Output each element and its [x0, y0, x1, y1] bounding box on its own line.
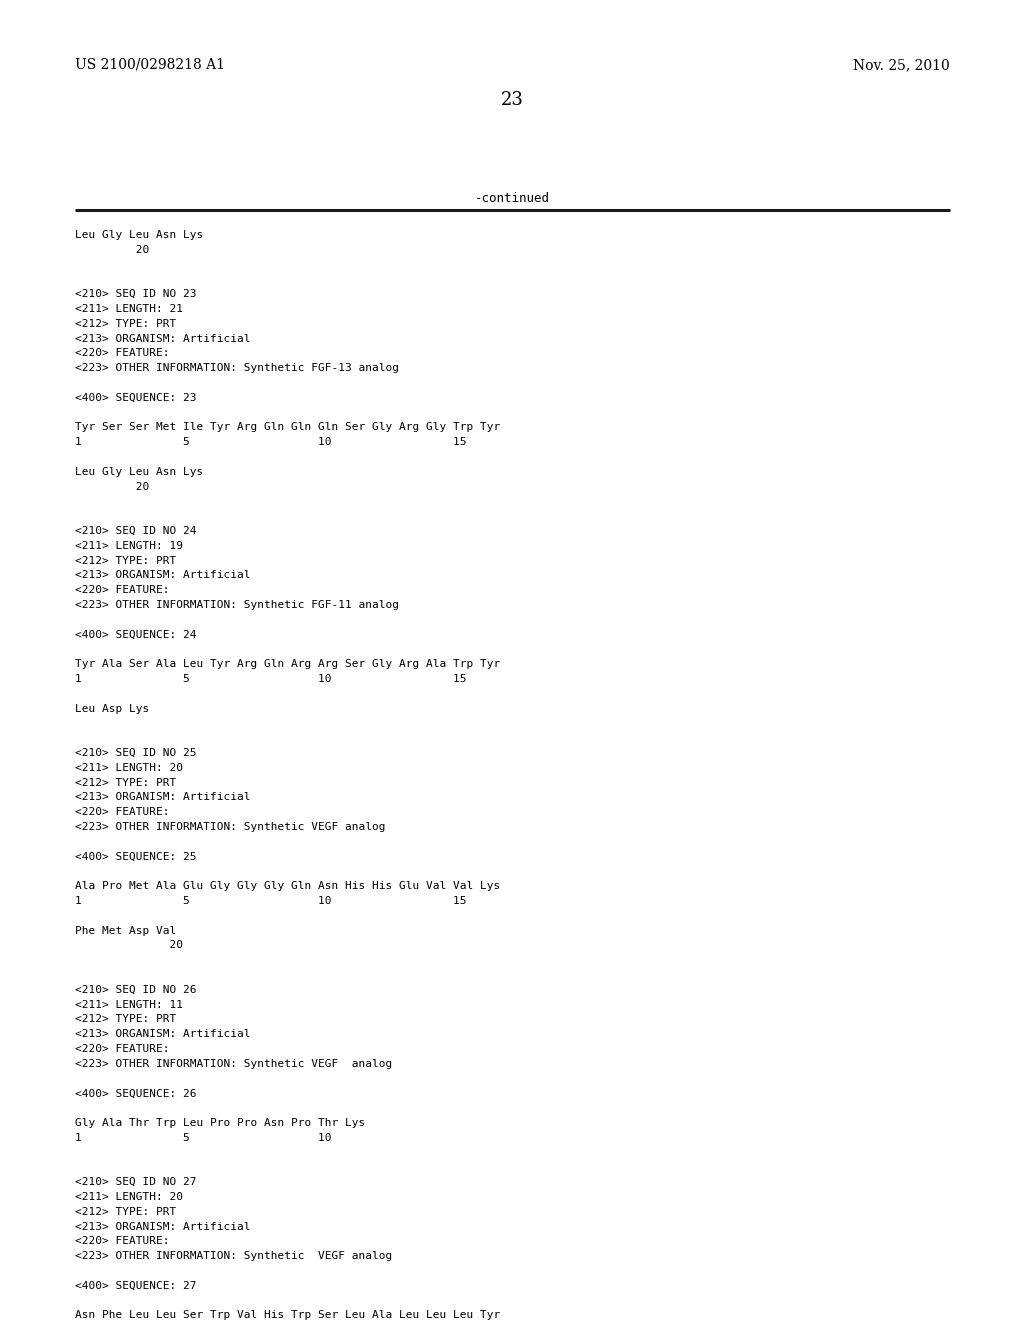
Text: 20: 20 — [75, 940, 183, 950]
Text: <223> OTHER INFORMATION: Synthetic  VEGF analog: <223> OTHER INFORMATION: Synthetic VEGF … — [75, 1251, 392, 1261]
Text: <211> LENGTH: 19: <211> LENGTH: 19 — [75, 541, 183, 550]
Text: <211> LENGTH: 21: <211> LENGTH: 21 — [75, 304, 183, 314]
Text: <223> OTHER INFORMATION: Synthetic FGF-13 analog: <223> OTHER INFORMATION: Synthetic FGF-1… — [75, 363, 399, 374]
Text: <212> TYPE: PRT: <212> TYPE: PRT — [75, 1014, 176, 1024]
Text: <400> SEQUENCE: 25: <400> SEQUENCE: 25 — [75, 851, 197, 862]
Text: <212> TYPE: PRT: <212> TYPE: PRT — [75, 1206, 176, 1217]
Text: 1               5                   10: 1 5 10 — [75, 1133, 332, 1143]
Text: <223> OTHER INFORMATION: Synthetic FGF-11 analog: <223> OTHER INFORMATION: Synthetic FGF-1… — [75, 601, 399, 610]
Text: Tyr Ser Ser Met Ile Tyr Arg Gln Gln Gln Ser Gly Arg Gly Trp Tyr: Tyr Ser Ser Met Ile Tyr Arg Gln Gln Gln … — [75, 422, 501, 433]
Text: <213> ORGANISM: Artificial: <213> ORGANISM: Artificial — [75, 570, 251, 581]
Text: <211> LENGTH: 20: <211> LENGTH: 20 — [75, 763, 183, 772]
Text: 1               5                   10                  15: 1 5 10 15 — [75, 896, 467, 906]
Text: <220> FEATURE:: <220> FEATURE: — [75, 1237, 170, 1246]
Text: <220> FEATURE:: <220> FEATURE: — [75, 348, 170, 359]
Text: <211> LENGTH: 20: <211> LENGTH: 20 — [75, 1192, 183, 1203]
Text: 1               5                   10                  15: 1 5 10 15 — [75, 675, 467, 684]
Text: <213> ORGANISM: Artificial: <213> ORGANISM: Artificial — [75, 1030, 251, 1039]
Text: Tyr Ala Ser Ala Leu Tyr Arg Gln Arg Arg Ser Gly Arg Ala Trp Tyr: Tyr Ala Ser Ala Leu Tyr Arg Gln Arg Arg … — [75, 659, 501, 669]
Text: <212> TYPE: PRT: <212> TYPE: PRT — [75, 319, 176, 329]
Text: <400> SEQUENCE: 23: <400> SEQUENCE: 23 — [75, 393, 197, 403]
Text: <220> FEATURE:: <220> FEATURE: — [75, 808, 170, 817]
Text: <400> SEQUENCE: 27: <400> SEQUENCE: 27 — [75, 1280, 197, 1291]
Text: <223> OTHER INFORMATION: Synthetic VEGF analog: <223> OTHER INFORMATION: Synthetic VEGF … — [75, 822, 385, 832]
Text: <212> TYPE: PRT: <212> TYPE: PRT — [75, 556, 176, 565]
Text: US 2100/0298218 A1: US 2100/0298218 A1 — [75, 58, 225, 73]
Text: <210> SEQ ID NO 26: <210> SEQ ID NO 26 — [75, 985, 197, 995]
Text: Gly Ala Thr Trp Leu Pro Pro Asn Pro Thr Lys: Gly Ala Thr Trp Leu Pro Pro Asn Pro Thr … — [75, 1118, 366, 1129]
Text: <212> TYPE: PRT: <212> TYPE: PRT — [75, 777, 176, 788]
Text: Nov. 25, 2010: Nov. 25, 2010 — [853, 58, 950, 73]
Text: <213> ORGANISM: Artificial: <213> ORGANISM: Artificial — [75, 334, 251, 343]
Text: Asn Phe Leu Leu Ser Trp Val His Trp Ser Leu Ala Leu Leu Leu Tyr: Asn Phe Leu Leu Ser Trp Val His Trp Ser … — [75, 1311, 501, 1320]
Text: Phe Met Asp Val: Phe Met Asp Val — [75, 925, 176, 936]
Text: <220> FEATURE:: <220> FEATURE: — [75, 1044, 170, 1053]
Text: <220> FEATURE:: <220> FEATURE: — [75, 585, 170, 595]
Text: <211> LENGTH: 11: <211> LENGTH: 11 — [75, 999, 183, 1010]
Text: Leu Gly Leu Asn Lys: Leu Gly Leu Asn Lys — [75, 467, 203, 477]
Text: 23: 23 — [501, 91, 523, 110]
Text: <400> SEQUENCE: 26: <400> SEQUENCE: 26 — [75, 1089, 197, 1098]
Text: <210> SEQ ID NO 24: <210> SEQ ID NO 24 — [75, 525, 197, 536]
Text: <223> OTHER INFORMATION: Synthetic VEGF  analog: <223> OTHER INFORMATION: Synthetic VEGF … — [75, 1059, 392, 1069]
Text: <210> SEQ ID NO 27: <210> SEQ ID NO 27 — [75, 1177, 197, 1187]
Text: 1               5                   10                  15: 1 5 10 15 — [75, 437, 467, 447]
Text: Leu Asp Lys: Leu Asp Lys — [75, 704, 150, 714]
Text: <213> ORGANISM: Artificial: <213> ORGANISM: Artificial — [75, 1221, 251, 1232]
Text: <400> SEQUENCE: 24: <400> SEQUENCE: 24 — [75, 630, 197, 640]
Text: -continued: -continued — [474, 191, 550, 205]
Text: 20: 20 — [75, 244, 150, 255]
Text: Ala Pro Met Ala Glu Gly Gly Gly Gln Asn His His Glu Val Val Lys: Ala Pro Met Ala Glu Gly Gly Gly Gln Asn … — [75, 882, 501, 891]
Text: 20: 20 — [75, 482, 150, 491]
Text: <210> SEQ ID NO 23: <210> SEQ ID NO 23 — [75, 289, 197, 300]
Text: <213> ORGANISM: Artificial: <213> ORGANISM: Artificial — [75, 792, 251, 803]
Text: <210> SEQ ID NO 25: <210> SEQ ID NO 25 — [75, 748, 197, 758]
Text: Leu Gly Leu Asn Lys: Leu Gly Leu Asn Lys — [75, 230, 203, 240]
